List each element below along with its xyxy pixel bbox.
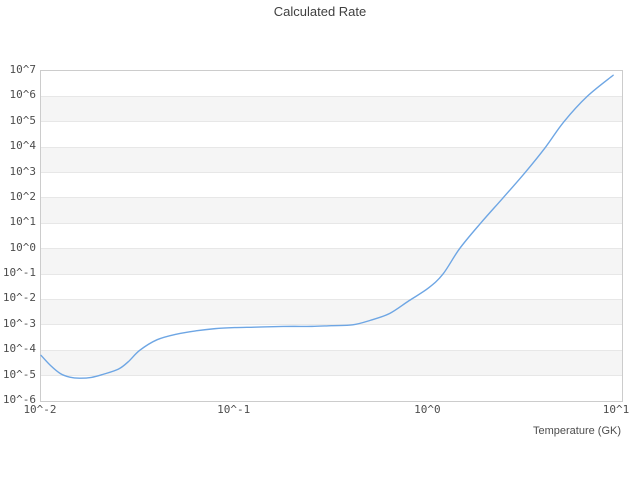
y-tick-label: 10^0 <box>9 240 37 254</box>
horizontal-gridline <box>41 95 622 97</box>
horizontal-gridline <box>41 324 622 326</box>
horizontal-gridline <box>41 273 622 275</box>
horizontal-gridline <box>41 222 622 224</box>
alt-grid-band <box>41 299 622 325</box>
horizontal-gridline <box>41 197 622 199</box>
y-tick-label: 10^-5 <box>2 367 36 381</box>
horizontal-gridline <box>41 172 622 174</box>
x-tick-label: 10^0 <box>414 403 441 416</box>
y-tick-label: 10^6 <box>9 88 37 102</box>
y-tick-label: 10^-3 <box>2 316 36 330</box>
y-tick-label: 10^2 <box>9 189 37 203</box>
horizontal-gridline <box>41 298 622 300</box>
y-tick-label: 10^7 <box>9 63 37 76</box>
x-tick-label: 10^-1 <box>217 403 251 416</box>
y-tick-label: 10^-6 <box>2 393 36 406</box>
horizontal-gridline <box>41 146 622 148</box>
y-tick-label: 10^-1 <box>2 266 36 280</box>
rate-curve <box>40 74 614 379</box>
chart-title: Calculated Rate <box>273 4 367 19</box>
horizontal-gridline <box>41 375 622 377</box>
horizontal-gridline <box>41 248 622 250</box>
rate-curve-svg <box>40 74 614 379</box>
y-tick-label: 10^-2 <box>2 291 36 305</box>
x-tick-label: 10^-2 <box>23 403 57 416</box>
x-axis-title: Temperature (GK) <box>532 425 621 437</box>
horizontal-gridline <box>41 121 622 123</box>
x-tick-label: 10^1 <box>602 403 630 416</box>
plot-area <box>40 70 623 402</box>
y-tick-label: 10^3 <box>9 164 37 178</box>
horizontal-gridline <box>41 349 622 351</box>
y-tick-label: 10^5 <box>9 113 37 127</box>
y-tick-label: 10^-4 <box>2 342 36 356</box>
alt-grid-band <box>41 197 622 224</box>
y-tick-label: 10^1 <box>9 215 37 229</box>
alt-grid-band <box>41 147 622 173</box>
alt-grid-band <box>41 96 622 122</box>
alt-grid-band <box>41 248 622 275</box>
alt-grid-band <box>41 350 622 376</box>
y-tick-label: 10^4 <box>9 139 37 153</box>
